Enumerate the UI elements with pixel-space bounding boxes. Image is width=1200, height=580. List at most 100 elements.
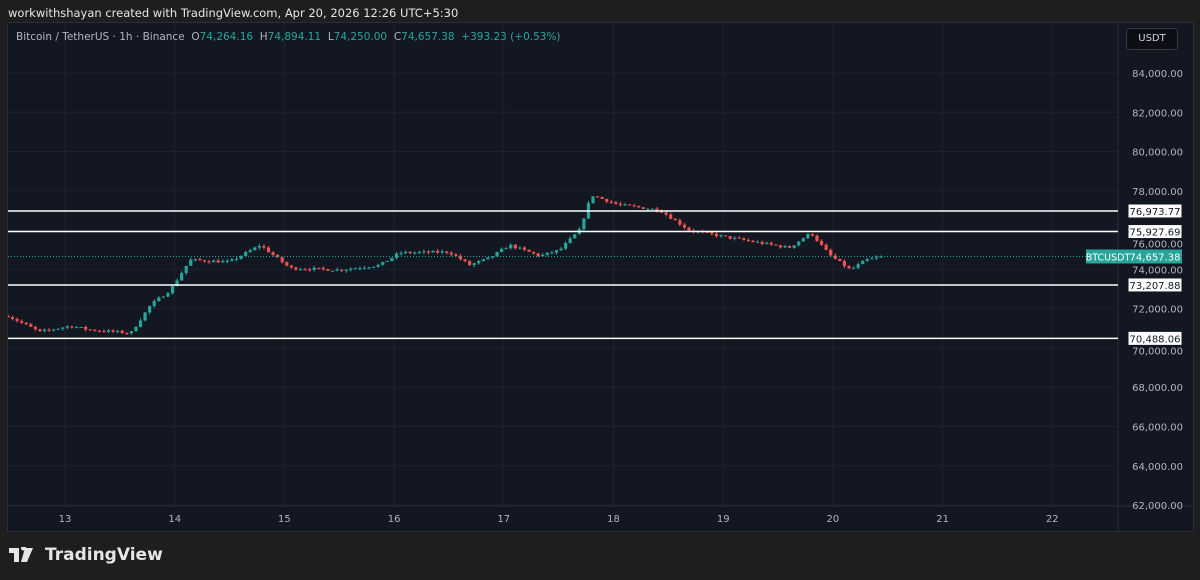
candle-body (152, 301, 156, 306)
level-price-label: 73,207.88 (1130, 281, 1181, 292)
candle-body (500, 248, 504, 252)
candle-body (42, 329, 47, 331)
candle-body (765, 242, 769, 244)
candle-body (8, 315, 10, 318)
candle-body (52, 329, 56, 331)
candle-body (861, 260, 865, 265)
candle-body (495, 251, 499, 257)
candle-body (755, 241, 760, 243)
level-price-label: 76,973.77 (1130, 207, 1181, 218)
level-price-tag (1127, 203, 1183, 219)
candle-body (143, 312, 147, 321)
price-tick-label: 82,000.00 (1132, 108, 1183, 119)
candle-body (189, 259, 193, 266)
price-chart[interactable]: 84,000.00 82,000.00 80,000.00 78,000.00 76,0… (8, 23, 1193, 531)
candle-body (88, 329, 92, 331)
candle-body (10, 317, 15, 320)
candle-body (372, 266, 376, 268)
candle-body (792, 245, 796, 248)
candle-body (426, 251, 431, 253)
candle-body (842, 261, 847, 267)
candle-body (326, 269, 330, 271)
candle-body (97, 330, 101, 332)
candle-body (340, 269, 344, 271)
candle-body (650, 208, 655, 210)
candle-body (550, 252, 554, 254)
candle-body (541, 254, 545, 257)
candle-body (623, 204, 627, 206)
candle-body (138, 320, 143, 327)
candle-body (627, 204, 632, 206)
candle-body (609, 201, 613, 203)
candle-body (61, 327, 65, 329)
candle-body (614, 202, 618, 204)
candle-body (678, 220, 682, 225)
candle-body (234, 258, 239, 260)
candle-body (486, 257, 490, 260)
candle-body (774, 244, 778, 246)
candle-body (874, 257, 879, 259)
candle-body (38, 329, 42, 331)
candle-body (710, 232, 714, 234)
candle-body (225, 260, 229, 262)
candle-body (573, 234, 577, 239)
candle-body (522, 247, 527, 250)
candle-body (289, 265, 293, 268)
candle-body (595, 196, 600, 198)
candle-body (184, 265, 188, 274)
candle-body (472, 263, 476, 266)
chart-panel[interactable]: 84,000.00 82,000.00 80,000.00 78,000.00 76,0… (7, 22, 1194, 532)
candle-body (84, 326, 88, 330)
tradingview-logo: TradingView (9, 545, 163, 565)
currency-button[interactable]: USDT (1126, 28, 1178, 50)
candle-body (266, 247, 271, 253)
high-value: 74,894.11 (267, 31, 322, 43)
candle-body (637, 206, 641, 208)
candle-body (170, 286, 175, 294)
candle-body (559, 248, 563, 251)
candle-body (527, 249, 531, 252)
candle-body (838, 258, 842, 262)
candle-body (116, 330, 120, 332)
candle-body (532, 251, 536, 254)
open-value: 74,264.16 (199, 31, 254, 43)
time-tick-label: 22 (1046, 514, 1059, 525)
last-price-tag (1086, 249, 1182, 264)
price-tick-label: 62,000.00 (1132, 501, 1183, 512)
level-price-tag (1127, 224, 1183, 240)
candle-body (381, 261, 385, 265)
candle-body (504, 248, 508, 250)
candle-body (33, 326, 37, 330)
time-tick-label: 17 (497, 514, 510, 525)
candle-body (111, 330, 115, 332)
candle-body (513, 244, 517, 249)
candle-body (751, 240, 755, 242)
candle-body (719, 235, 723, 237)
last-price-symbol: BTCUSDT (1086, 252, 1131, 263)
candle-body (15, 319, 19, 321)
candle-body (591, 196, 595, 204)
candle-body (276, 254, 280, 258)
low-value: 74,250.00 (333, 31, 388, 43)
candle-body (24, 322, 28, 325)
candle-body (294, 267, 298, 270)
candle-body (212, 260, 216, 263)
candle-body (358, 268, 362, 270)
candle-body (733, 237, 737, 239)
candle-body (819, 240, 824, 245)
candle-body (545, 252, 549, 255)
price-tick-label: 70,000.00 (1132, 346, 1183, 357)
candle-body (563, 243, 568, 249)
candle-body (285, 262, 289, 266)
symbol-title: Bitcoin / TetherUS · 1h · Binance (16, 31, 185, 43)
candle-body (600, 197, 604, 199)
candle-body (445, 251, 449, 253)
candle-body (408, 251, 412, 254)
price-tick-label: 64,000.00 (1132, 462, 1183, 473)
candle-body (157, 297, 161, 302)
candle-body (253, 247, 257, 251)
candle-body (166, 293, 170, 297)
candle-body (303, 269, 307, 271)
candle-body (536, 253, 540, 257)
time-tick-label: 18 (607, 514, 620, 525)
